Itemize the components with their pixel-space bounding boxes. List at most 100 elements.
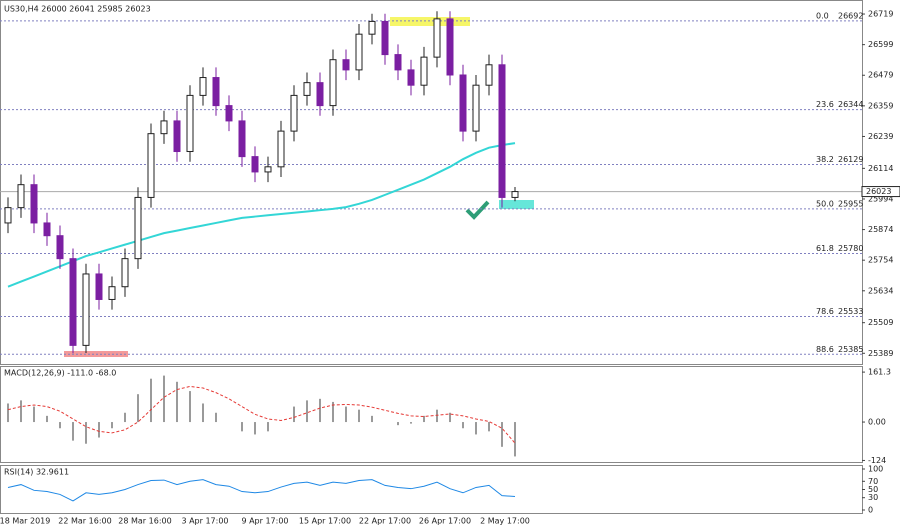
macd-bar [501,422,503,447]
chart-title: US30,H4 26000 26041 25985 26023 [4,5,151,14]
candle-body [121,258,129,288]
macd-bar [176,381,178,423]
y-tick-label: 0.00 [868,418,886,427]
fib-price: 26344 [838,100,863,109]
candle-body [147,133,155,198]
candle-body [212,77,220,107]
y-tick-label: 25994 [868,194,893,203]
y-tick-label: 25509 [868,318,893,327]
candle-body [186,94,194,153]
macd-bar [267,422,269,432]
candle-body [498,64,506,198]
macd-bar [423,415,425,423]
y-tick-label: 0 [868,506,873,515]
candle-body [251,156,259,173]
macd-bar [85,422,87,444]
macd-bar [33,406,35,423]
candle-body [368,20,376,35]
macd-bar [111,422,113,429]
macd-bar [150,378,152,423]
fib-price: 25780 [838,244,863,253]
candle-body [264,166,272,173]
x-tick-label: 15 Apr 17:00 [299,517,351,526]
last-price-box [861,186,900,198]
candle-body [433,18,441,58]
y-tick-label: 30 [868,493,878,502]
fib-level: 78.6 [816,307,834,316]
macd-bar [358,409,360,423]
x-tick-label: 3 Apr 17:00 [181,517,228,526]
fib-level: 88.6 [816,345,834,354]
y-tick-label: 25754 [868,256,893,265]
fib-price: 26129 [838,155,863,164]
x-tick-label: 9 Apr 17:00 [241,517,288,526]
x-tick-label: 28 Mar 16:00 [118,517,171,526]
highlight-target [499,200,534,209]
candle-body [472,84,480,132]
macd-bar [293,406,295,423]
fib-price: 25533 [838,307,863,316]
macd-bar [332,401,334,423]
macd-bar [462,422,464,429]
checkmark [465,200,490,220]
x-tick-label: 22 Apr 17:00 [359,517,411,526]
rsi-line [7,479,516,502]
y-tick-label: 26599 [868,40,893,49]
y-tick-label: 26479 [868,71,893,80]
candle-body [134,196,142,260]
macd-bar [449,412,451,423]
macd-panel [0,366,863,463]
candle-body [511,191,519,198]
candle-body [446,18,454,76]
fib-price: 25385 [838,345,863,354]
macd-bar [20,400,22,423]
macd-bar [241,422,243,432]
candle-body [30,184,38,224]
candle-body [82,273,90,346]
macd-bar [514,422,516,457]
macd-bar [319,398,321,423]
macd-bar [98,422,100,438]
candle-body [4,207,12,224]
rsi-title: RSI(14) 32.9611 [4,468,69,477]
candle-body [420,56,428,86]
macd-bar [163,375,165,423]
fib-price: 26692 [838,11,863,20]
fib-level: 0.0 [816,11,829,20]
candle-body [381,20,389,56]
macd-bar [410,422,412,424]
macd-bar [254,422,256,435]
candle-body [160,120,168,135]
candle-body [17,184,25,209]
x-tick-label: 22 Mar 16:00 [58,517,111,526]
candle-body [316,82,324,107]
macd-bar [59,422,61,429]
fib-price: 25955 [838,199,863,208]
candle-body [277,130,285,168]
candle-body [108,286,116,300]
fib-level: 23.6 [816,100,834,109]
fib-level: 50.0 [816,199,834,208]
moving-average [7,142,516,288]
highlight-top [390,17,470,26]
x-tick-label: 2 May 17:00 [480,517,530,526]
macd-bar [306,400,308,423]
candle-body [303,82,311,96]
macd-bar [124,412,126,423]
last-price-label: 26023 [866,187,891,196]
candle-body [329,59,337,107]
y-tick-label: -124 [868,456,886,465]
candle-body [394,54,402,71]
macd-bar [189,391,191,423]
macd-title: MACD(12,26,9) -111.0 -68.0 [4,369,116,378]
candle-body [225,105,233,122]
candle-body [95,273,103,300]
candle-body [199,77,207,96]
candle-body [342,59,350,71]
macd-bar [7,403,9,423]
y-tick-label: 26114 [868,164,893,173]
macd-bar [137,394,139,423]
y-tick-label: 70 [868,477,878,486]
candle-body [238,120,246,158]
